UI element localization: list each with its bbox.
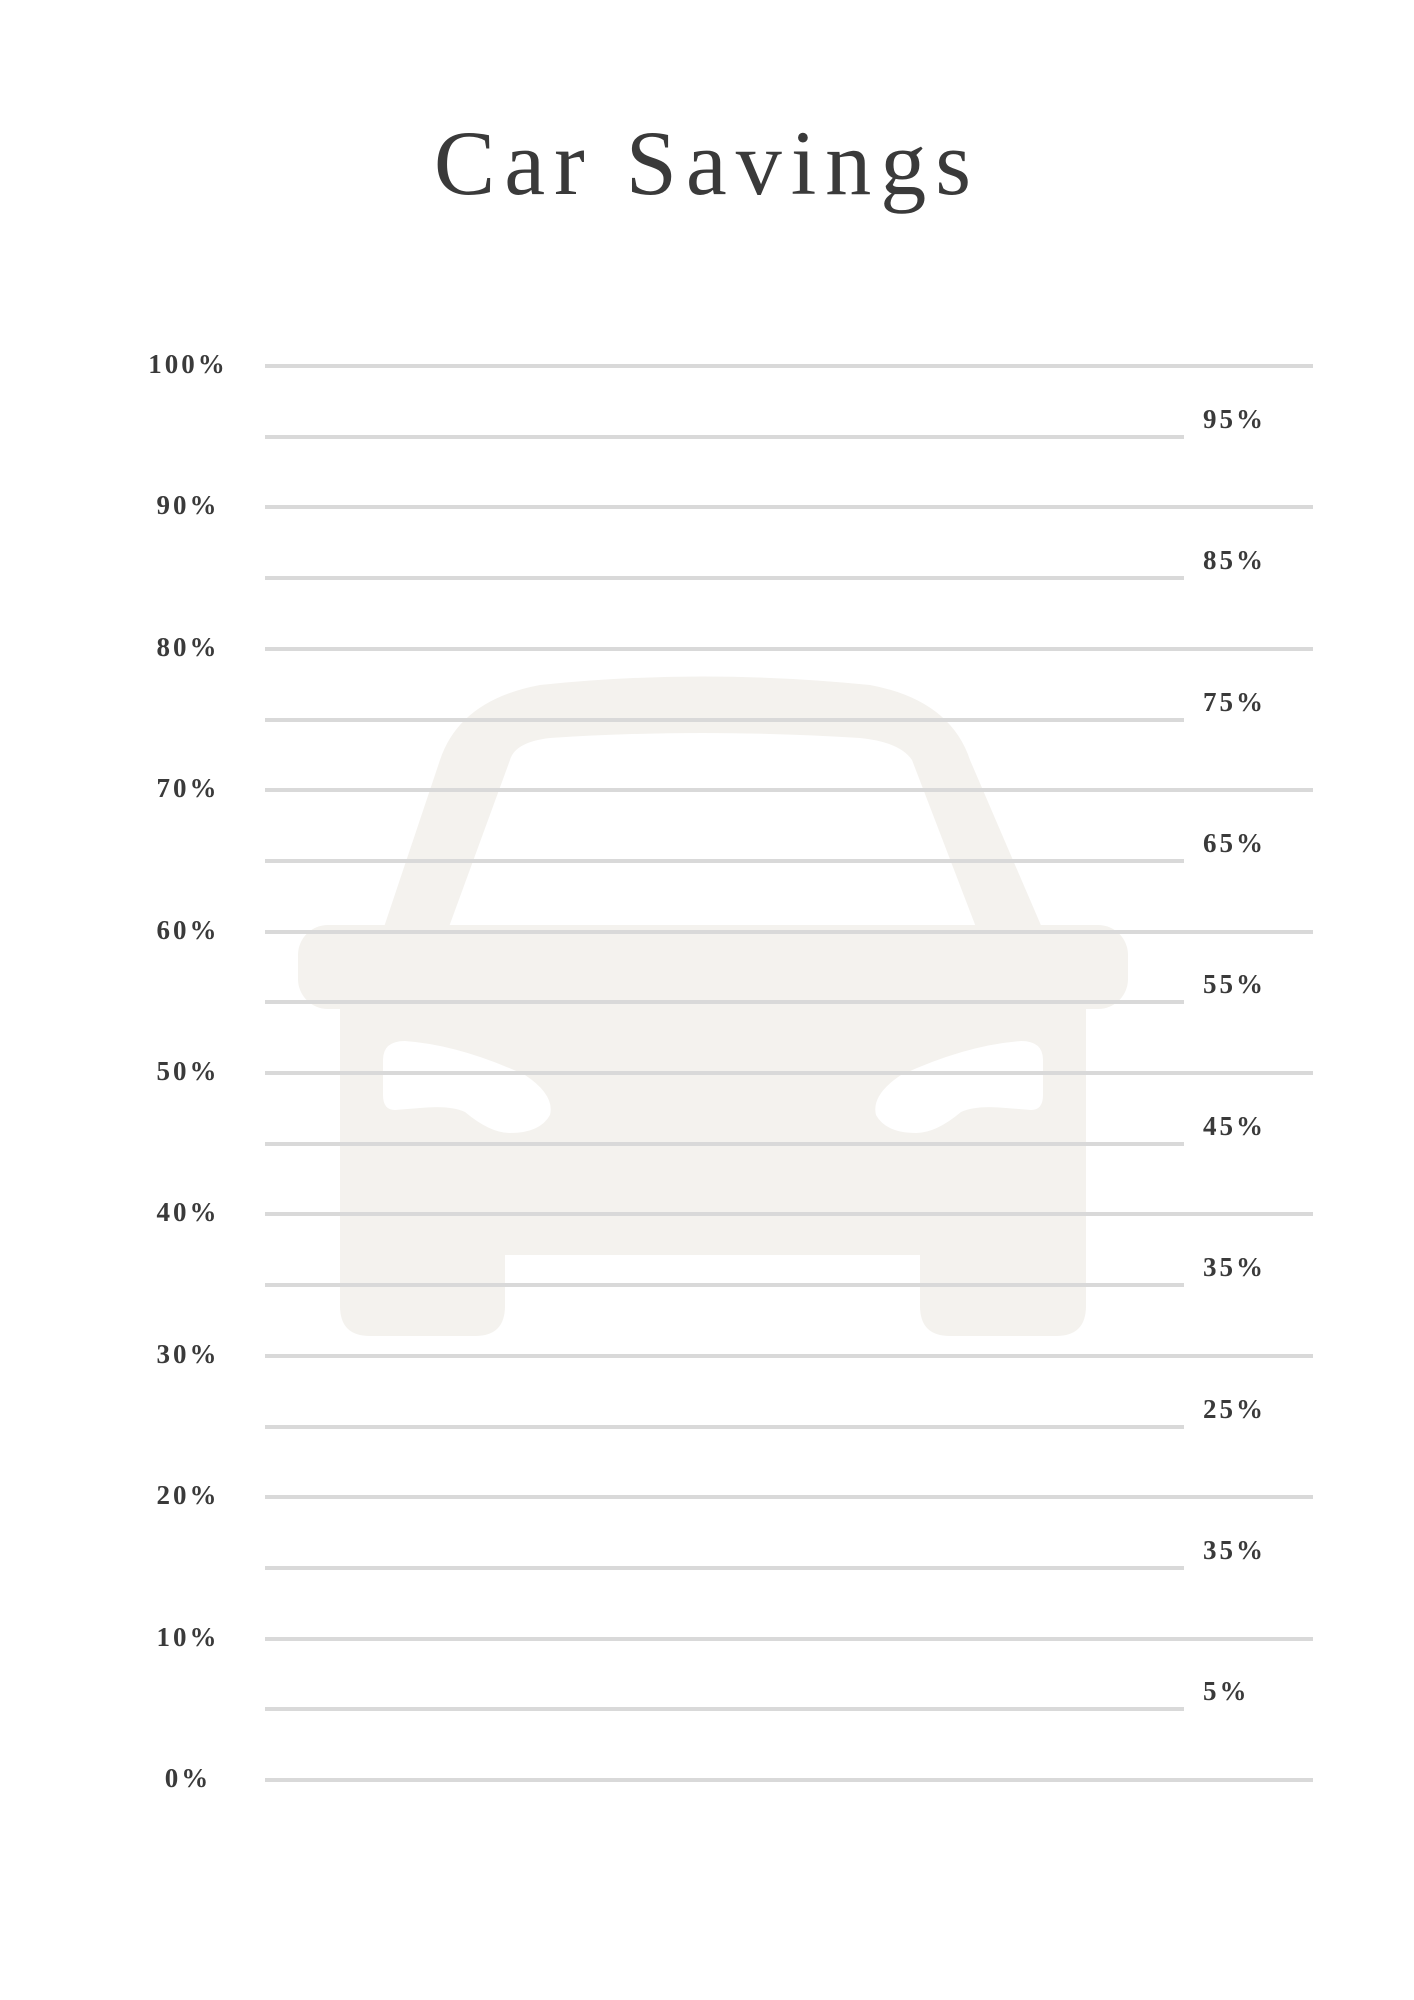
scale-label-right: 35% — [1203, 1534, 1266, 1565]
scale-label-left: 0% — [164, 1763, 212, 1793]
gridline-major — [265, 1778, 1313, 1782]
scale-label-right: 85% — [1203, 545, 1266, 576]
scale-label-right: 95% — [1203, 403, 1266, 434]
scale-label-right: 55% — [1203, 969, 1266, 1000]
scale-label-right: 35% — [1203, 1252, 1266, 1283]
page-title: Car Savings — [433, 112, 981, 214]
scale-label-left: 70% — [156, 773, 220, 804]
car-fender — [298, 925, 1128, 1009]
scale-label-left: 50% — [156, 1056, 220, 1086]
gridline-major — [265, 1212, 1313, 1217]
scale-label-left: 30% — [156, 1338, 220, 1369]
gridline-minor — [265, 1424, 1184, 1429]
gridline-minor — [265, 1565, 1184, 1570]
scale-label-right: 45% — [1203, 1110, 1266, 1141]
scale-label-left: 40% — [156, 1197, 220, 1228]
gridline-major — [265, 929, 1313, 934]
gridline-major — [265, 646, 1313, 651]
gridline-minor — [265, 1283, 1184, 1288]
gridline-minor — [265, 1141, 1184, 1146]
gridline-major — [265, 788, 1313, 793]
headlight-left — [383, 1041, 551, 1133]
gridline-major — [265, 505, 1313, 510]
gridline-minor — [265, 434, 1184, 439]
gridline-major — [265, 1495, 1313, 1500]
car-roof — [383, 676, 1043, 935]
gridline-major — [265, 364, 1313, 368]
gridline-major — [265, 1353, 1313, 1358]
scale-label-left: 20% — [156, 1480, 220, 1511]
scale-label-left: 60% — [156, 914, 220, 945]
scale-label-left: 10% — [156, 1621, 220, 1652]
gridline-minor — [265, 1000, 1184, 1005]
scale-label-left: 90% — [156, 490, 220, 521]
scale-label-right: 5% — [1203, 1676, 1250, 1707]
scale-label-right: 75% — [1203, 686, 1266, 717]
scale-label-right: 25% — [1203, 1393, 1266, 1424]
gridline-minor — [265, 858, 1184, 863]
gridline-minor — [265, 717, 1184, 722]
gridline-major — [265, 1071, 1313, 1075]
scale-label-left: 100% — [148, 349, 228, 379]
gridline-minor — [265, 576, 1184, 581]
scale-label-left: 80% — [156, 631, 220, 662]
scale-label-right: 65% — [1203, 827, 1266, 858]
headlight-right — [875, 1041, 1043, 1133]
gridline-major — [265, 1636, 1313, 1641]
gridline-minor — [265, 1707, 1184, 1712]
